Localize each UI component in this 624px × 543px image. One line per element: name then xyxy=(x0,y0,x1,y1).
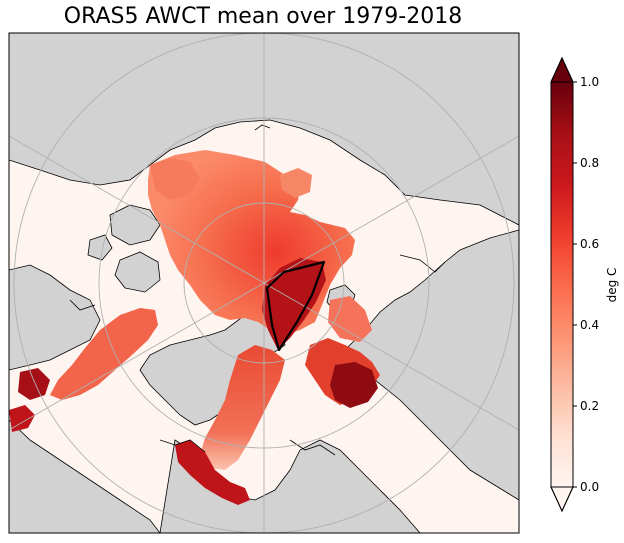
meridian-5 xyxy=(9,282,265,431)
region-kara xyxy=(328,296,372,342)
land-archipelago-2 xyxy=(114,251,161,293)
land-archipelago-3 xyxy=(87,234,113,261)
region-greenland-sea-edge xyxy=(175,440,250,505)
colorbar-tick-label: 0.6 xyxy=(580,237,599,251)
land-west-islands xyxy=(9,264,101,371)
colorbar-label: deg C xyxy=(605,268,619,303)
meridian-6 xyxy=(263,282,519,431)
latitude-circle-3 xyxy=(13,33,515,533)
coastline-1 xyxy=(159,439,206,453)
region-eurasian-basin xyxy=(262,258,326,350)
map-panel xyxy=(9,33,519,533)
region-laptev-tongue xyxy=(280,168,312,198)
region-labrador-strip xyxy=(9,405,35,432)
region-barents-edge xyxy=(330,362,378,408)
coastlines xyxy=(69,124,446,456)
land-archipelago-1 xyxy=(109,204,161,246)
colorbar-tick-label: 0.0 xyxy=(580,480,599,494)
colorbar-tick-label: 0.8 xyxy=(580,156,599,170)
colorbar-ticks: 0.0 0.2 0.4 0.6 0.8 1.0 xyxy=(573,75,599,494)
graticule xyxy=(9,33,519,533)
region-baffin-bay xyxy=(50,308,158,400)
coastline-4 xyxy=(69,299,96,311)
land-masses xyxy=(9,33,519,533)
land-north-asia xyxy=(9,33,519,226)
colorbar-extend-min xyxy=(550,486,574,513)
meridian-3 xyxy=(9,135,265,284)
land-south-west xyxy=(9,419,161,533)
chart-title: ORAS5 AWCT mean over 1979-2018 xyxy=(64,4,462,29)
colorbar: 0.0 0.2 0.4 0.6 0.8 1.0 deg C xyxy=(550,56,619,513)
coastline-5 xyxy=(254,124,271,131)
coastline-3 xyxy=(399,254,446,273)
region-baffin-edge xyxy=(18,368,50,400)
colorbar-extend-max xyxy=(550,56,574,83)
colorbar-tick-label: 1.0 xyxy=(580,75,599,89)
colorbar-tick-label: 0.2 xyxy=(580,399,599,413)
region-beaufort xyxy=(150,158,200,200)
analysis-region-outline xyxy=(265,260,326,352)
map-frame xyxy=(8,32,520,534)
colorbar-body xyxy=(551,82,573,487)
colorbar-tick-label: 0.4 xyxy=(580,318,599,332)
meridian-4 xyxy=(263,135,519,284)
